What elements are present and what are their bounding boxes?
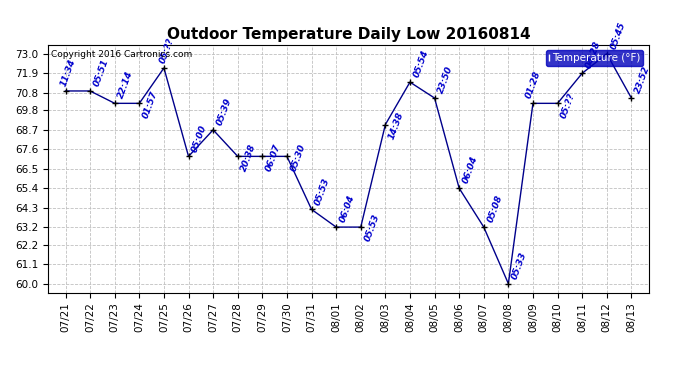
Text: 14:38: 14:38 — [387, 111, 406, 141]
Text: 11:34: 11:34 — [59, 58, 77, 88]
Text: 23:52: 23:52 — [633, 65, 651, 95]
Title: Outdoor Temperature Daily Low 20160814: Outdoor Temperature Daily Low 20160814 — [167, 27, 530, 42]
Text: 05:51: 05:51 — [92, 58, 110, 88]
Text: 06:07: 06:07 — [264, 142, 283, 172]
Text: Copyright 2016 Cartronics.com: Copyright 2016 Cartronics.com — [51, 50, 193, 59]
Text: 05:00: 05:00 — [190, 123, 209, 153]
Text: 05:54: 05:54 — [412, 49, 430, 79]
Text: 05:08: 05:08 — [486, 194, 504, 224]
Text: 20:38: 20:38 — [239, 142, 258, 172]
Text: 06:04: 06:04 — [461, 155, 480, 185]
Text: 05:30: 05:30 — [289, 142, 307, 172]
Text: 01:57: 01:57 — [141, 89, 159, 119]
Text: 05:??: 05:?? — [158, 37, 175, 65]
Legend: Temperature (°F): Temperature (°F) — [546, 50, 643, 66]
Text: 05:??: 05:?? — [560, 91, 577, 119]
Text: 22:14: 22:14 — [117, 70, 135, 100]
Text: 06:04: 06:04 — [338, 194, 356, 224]
Text: 05:33: 05:33 — [511, 251, 529, 280]
Text: 05:53: 05:53 — [313, 176, 332, 206]
Text: 23:50: 23:50 — [437, 65, 455, 95]
Text: 05:53: 05:53 — [363, 213, 381, 243]
Text: 05:45: 05:45 — [609, 21, 627, 51]
Text: 04:28: 04:28 — [584, 40, 602, 70]
Text: 01:28: 01:28 — [524, 70, 542, 100]
Text: 05:39: 05:39 — [215, 97, 233, 127]
